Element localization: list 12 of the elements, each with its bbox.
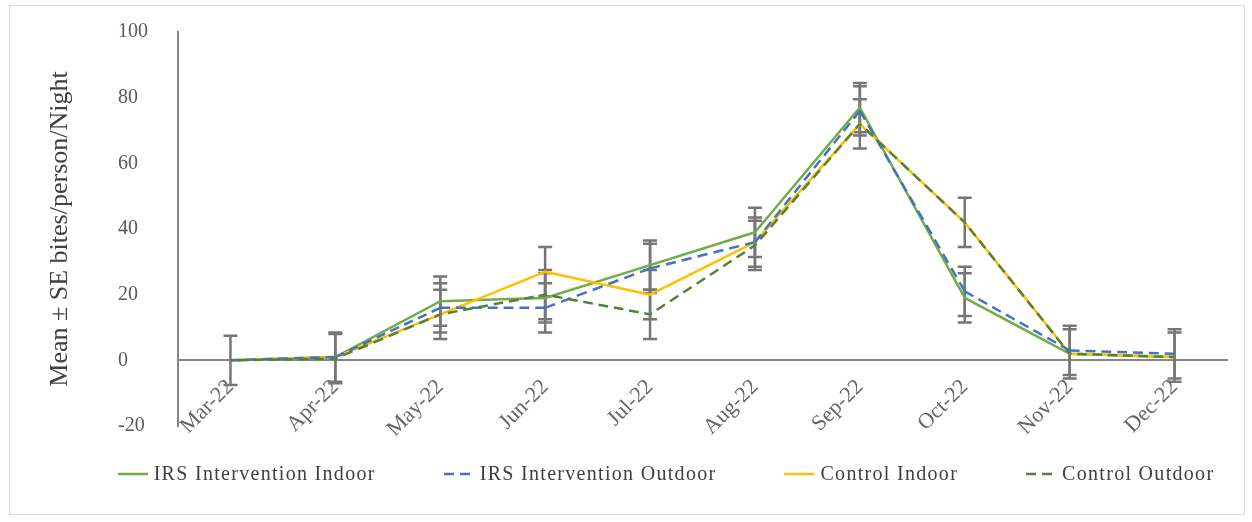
y-tick-label: 60: [118, 150, 138, 173]
legend-label: Control Indoor: [820, 462, 959, 485]
legend-label: Control Outdoor: [1062, 462, 1215, 485]
legend-label: IRS Intervention Indoor: [153, 462, 376, 485]
y-tick-label: 100: [118, 19, 148, 42]
legend-label: IRS Intervention Outdoor: [479, 462, 717, 485]
y-tick-label: 40: [118, 216, 138, 239]
y-tick-label: 20: [118, 281, 138, 304]
y-tick-label: 80: [118, 84, 138, 107]
y-tick-label: -20: [118, 413, 145, 436]
y-tick-label: 0: [118, 347, 128, 370]
y-axis-title: Mean ± SE bites/person/Night: [44, 71, 74, 387]
